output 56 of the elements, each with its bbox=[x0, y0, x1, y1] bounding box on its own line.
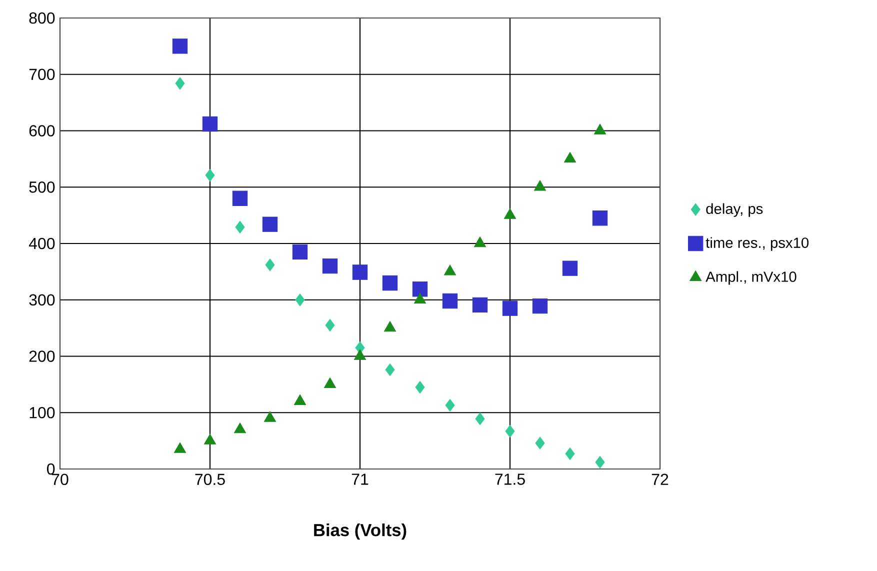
point bbox=[594, 124, 606, 134]
point bbox=[562, 260, 578, 276]
x-tick-label: 71 bbox=[352, 474, 368, 485]
point bbox=[324, 378, 336, 388]
point bbox=[262, 216, 278, 232]
x-axis-title: Bias (Volts) bbox=[314, 524, 406, 540]
point bbox=[352, 264, 368, 280]
y-tick-label: 400 bbox=[28, 238, 55, 250]
point bbox=[325, 318, 335, 332]
point bbox=[235, 220, 245, 234]
point bbox=[504, 208, 516, 219]
point bbox=[295, 294, 305, 306]
point bbox=[592, 210, 608, 226]
point bbox=[445, 399, 455, 412]
point bbox=[205, 169, 215, 182]
legend-label: Ampl., mVx10 bbox=[706, 271, 796, 285]
point bbox=[385, 364, 395, 376]
point bbox=[534, 180, 546, 191]
x-tick-label: 71.5 bbox=[495, 474, 525, 485]
point bbox=[442, 293, 458, 309]
point bbox=[565, 448, 575, 460]
x-tick-label: 72 bbox=[652, 474, 668, 485]
point bbox=[505, 424, 515, 438]
point bbox=[175, 77, 185, 90]
y-tick-label: 800 bbox=[29, 12, 55, 24]
point bbox=[472, 297, 488, 313]
y-tick-label: 200 bbox=[29, 350, 55, 362]
point bbox=[384, 321, 396, 332]
y-tick-label: 500 bbox=[29, 181, 55, 193]
y-tick-label: 700 bbox=[29, 68, 55, 80]
point bbox=[322, 258, 338, 274]
point bbox=[292, 244, 308, 260]
point bbox=[415, 380, 425, 394]
legend-label: time res., psx10 bbox=[706, 237, 809, 251]
y-tick-label: 100 bbox=[30, 406, 55, 418]
point bbox=[564, 152, 576, 163]
point bbox=[265, 258, 275, 272]
point bbox=[202, 116, 218, 132]
point bbox=[232, 190, 248, 206]
point bbox=[172, 38, 188, 54]
x-tick-label: 70.5 bbox=[195, 474, 225, 486]
legend-label: delay, ps bbox=[706, 203, 763, 217]
point bbox=[532, 298, 548, 314]
point bbox=[502, 300, 518, 316]
point bbox=[234, 422, 246, 434]
point bbox=[444, 264, 456, 276]
y-tick-label: 0 bbox=[47, 463, 55, 475]
point bbox=[535, 436, 545, 450]
y-tick-label: 300 bbox=[29, 294, 55, 306]
point bbox=[412, 282, 428, 297]
point bbox=[474, 236, 486, 248]
point bbox=[595, 456, 605, 469]
y-tick-label: 600 bbox=[29, 125, 55, 136]
x-tick-label: 70 bbox=[52, 474, 68, 486]
point bbox=[382, 275, 398, 291]
point bbox=[475, 412, 485, 426]
